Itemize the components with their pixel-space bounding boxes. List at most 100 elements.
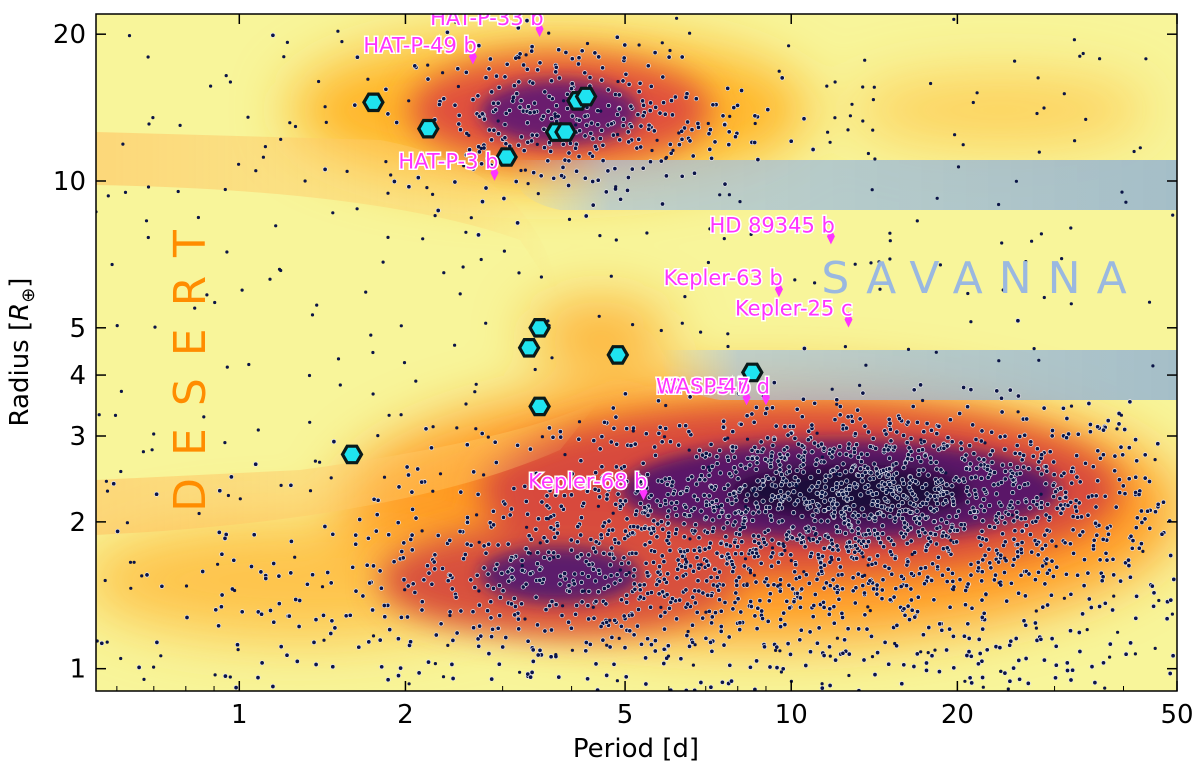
data-point [678, 563, 685, 569]
data-point [586, 588, 592, 594]
data-point [525, 511, 531, 517]
data-point [233, 588, 237, 593]
data-point [202, 415, 206, 419]
data-point [1080, 611, 1086, 617]
data-point [1069, 480, 1075, 486]
data-point [99, 640, 105, 646]
data-point [496, 84, 502, 90]
data-point [1120, 483, 1126, 489]
data-point [607, 551, 613, 557]
data-point [976, 565, 982, 571]
data-point [492, 439, 498, 445]
data-point [213, 300, 217, 305]
data-point [566, 588, 572, 594]
data-point [1145, 508, 1151, 514]
data-point [691, 170, 698, 176]
data-point [837, 412, 843, 418]
data-point [464, 519, 471, 525]
data-point [857, 416, 863, 422]
data-point [736, 574, 742, 580]
data-point [1100, 427, 1107, 433]
data-point [953, 475, 959, 481]
data-point [853, 585, 859, 591]
data-point [996, 511, 1002, 517]
data-point [787, 44, 791, 48]
data-point [830, 467, 836, 473]
data-point [818, 518, 824, 524]
data-point [621, 555, 627, 561]
data-point [865, 539, 872, 545]
highlighted-planet-marker [517, 338, 541, 358]
data-point [861, 119, 865, 123]
data-point [835, 636, 840, 640]
data-point [1010, 562, 1016, 568]
data-point [697, 477, 703, 483]
data-point [934, 525, 940, 531]
data-point [595, 122, 601, 128]
data-point [612, 537, 618, 543]
data-point [786, 582, 792, 588]
data-point [803, 499, 809, 505]
data-point [576, 117, 582, 123]
data-point [419, 607, 425, 613]
data-point [1038, 471, 1045, 477]
data-point [1102, 493, 1108, 499]
annotation-label: Kepler-68 b [528, 469, 647, 493]
data-point [159, 654, 163, 658]
data-point [1018, 546, 1024, 552]
data-point [1043, 481, 1049, 487]
data-point [874, 503, 880, 509]
data-point [104, 479, 108, 483]
data-point [910, 552, 914, 557]
data-point [835, 547, 841, 553]
data-point [1097, 603, 1103, 610]
data-point [1068, 469, 1075, 475]
data-point [648, 642, 654, 648]
data-point [640, 113, 646, 119]
data-point [1085, 570, 1091, 576]
data-point [1008, 638, 1014, 644]
data-point [1013, 59, 1017, 63]
data-point [1133, 652, 1137, 656]
data-point [667, 547, 673, 554]
data-point [756, 540, 762, 546]
data-point [902, 524, 908, 530]
data-point [535, 516, 542, 522]
annotation-marker [639, 484, 648, 501]
data-point [882, 496, 888, 502]
data-point [944, 482, 950, 488]
data-point [935, 196, 939, 200]
data-point [880, 486, 886, 492]
data-point [1155, 501, 1161, 507]
data-point [476, 602, 482, 608]
data-point [1041, 405, 1047, 411]
data-point [601, 419, 608, 425]
data-point [1022, 482, 1028, 488]
data-point [828, 654, 832, 658]
data-point [1149, 583, 1155, 589]
data-point [830, 486, 836, 493]
data-point [683, 295, 687, 299]
data-point [730, 444, 736, 450]
data-point [945, 435, 951, 441]
data-point [836, 596, 842, 602]
data-point [469, 216, 473, 220]
data-point [320, 585, 325, 589]
data-point [989, 429, 995, 435]
data-point [807, 649, 814, 655]
data-point [627, 628, 633, 634]
data-point [855, 473, 861, 479]
data-point [373, 528, 379, 534]
data-point [986, 502, 993, 509]
data-point [384, 160, 388, 164]
data-point [741, 525, 745, 530]
y-tick-label: 5 [69, 314, 86, 344]
data-point [537, 567, 543, 573]
data-point [838, 480, 844, 486]
data-point [626, 560, 632, 566]
data-point [922, 453, 928, 459]
data-point [607, 644, 613, 650]
data-point [920, 526, 926, 533]
data-point [908, 435, 914, 442]
data-point [576, 436, 582, 442]
